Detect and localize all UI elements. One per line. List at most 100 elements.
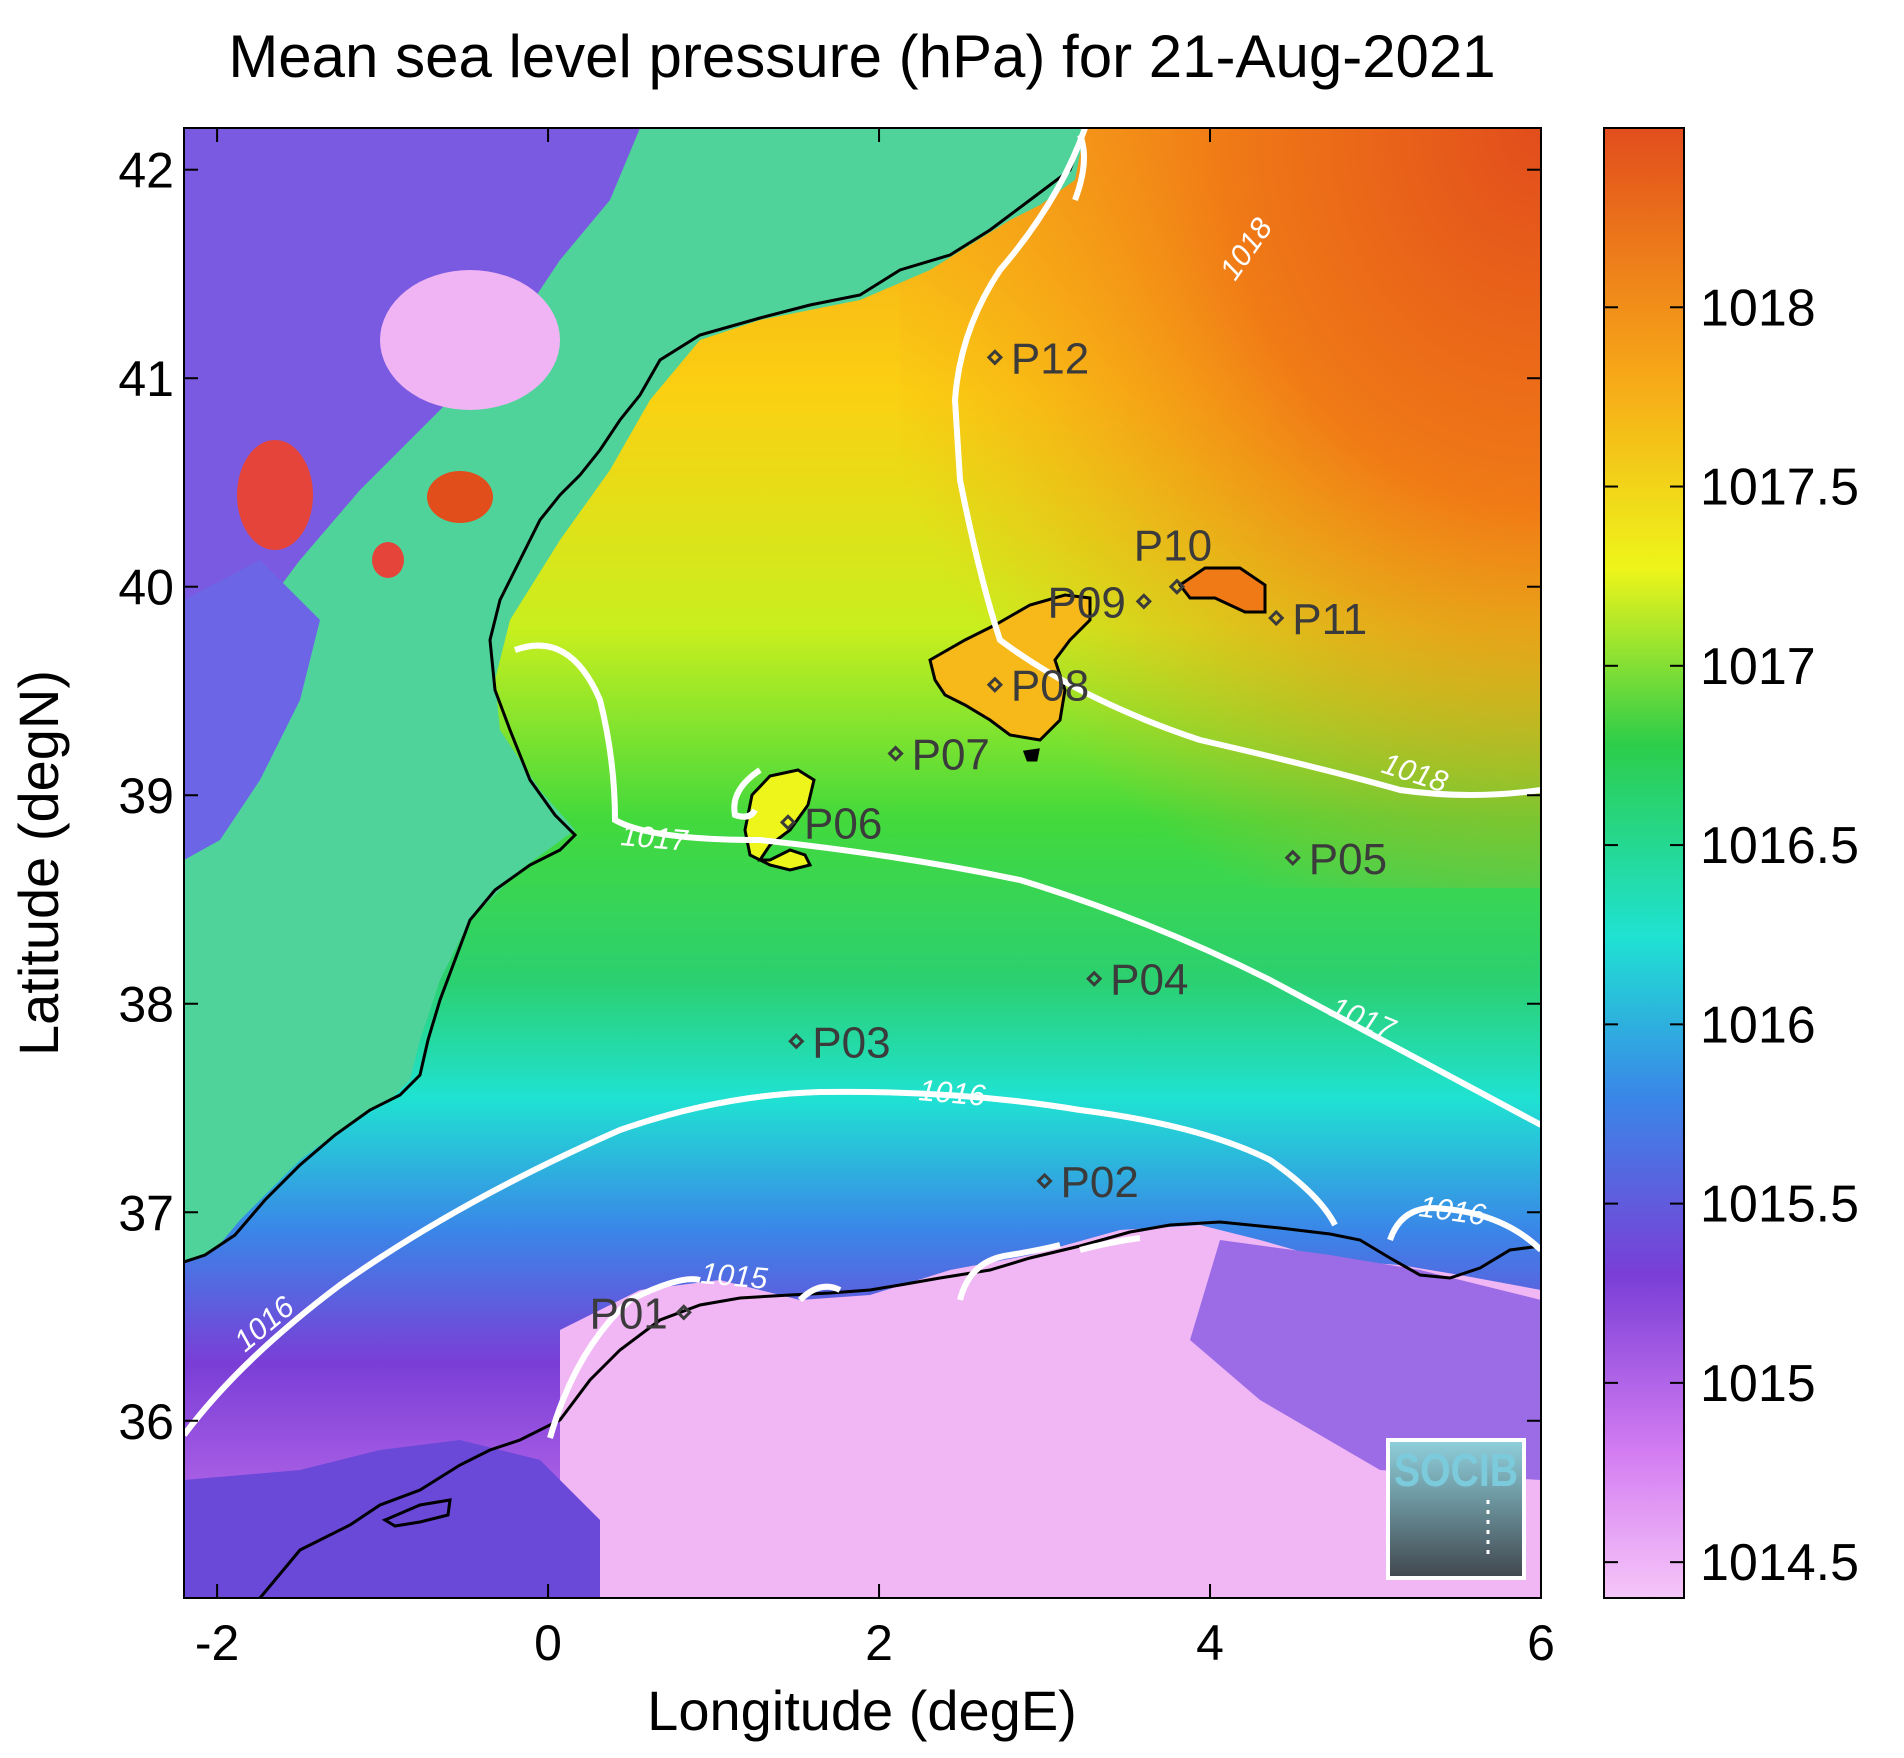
station-marker xyxy=(788,1033,805,1050)
station-marker xyxy=(1284,849,1301,866)
station-label: P04 xyxy=(1110,956,1188,1005)
y-tick-label: 37 xyxy=(118,1185,174,1241)
station-label: P11 xyxy=(1292,595,1367,644)
colorbar-ticks: 1014.5 1015 1015.5 1016 1016.5 1017 1017.5 1018 xyxy=(1604,279,1859,1592)
station-marker xyxy=(675,1304,692,1321)
x-tick-label: -2 xyxy=(195,1615,239,1671)
y-axis-ticks: 36 37 38 39 40 41 42 xyxy=(118,143,1541,1450)
station-label: P09 xyxy=(1048,578,1126,627)
station-p01: P01 xyxy=(589,1289,692,1338)
colorbar: 1014.5 1015 1015.5 1016 1016.5 1017 1017.5 1018 xyxy=(1603,127,1859,1599)
contour-1015-d xyxy=(1079,1235,1141,1253)
socib-logo-text: SOCIB xyxy=(1394,1444,1518,1496)
land-high-spot-2 xyxy=(427,471,493,523)
station-label: P06 xyxy=(804,799,882,848)
contour-1017 xyxy=(513,642,1541,1128)
colorbar-tick-label: 1016.5 xyxy=(1700,817,1859,875)
contour-1015 xyxy=(547,1276,701,1439)
coastline-ibiza xyxy=(743,768,816,872)
station-label: P08 xyxy=(1011,662,1089,711)
colorbar-gradient xyxy=(1603,127,1685,1599)
x-axis-ticks: -2 0 2 4 6 xyxy=(195,128,1555,1671)
station-label: P07 xyxy=(912,731,990,780)
coastline-mallorca xyxy=(928,593,1092,742)
land-high-spot-3 xyxy=(372,542,404,578)
x-tick-label: 2 xyxy=(865,1615,893,1671)
coastline-iberia xyxy=(184,128,1087,1264)
y-tick-label: 41 xyxy=(118,351,174,407)
map-plot-area: 1018 1018 1017 1017 1016 1016 1016 1015 … xyxy=(184,128,1541,1598)
station-p07: P07 xyxy=(887,731,990,780)
coastline-africa xyxy=(258,1220,1541,1598)
y-axis-label: Latitude (degN) xyxy=(7,670,70,1056)
land-field-africa-east xyxy=(1190,1240,1541,1480)
station-marker xyxy=(986,349,1004,366)
land-field-iberia-inland xyxy=(184,128,640,700)
station-p09: P09 xyxy=(1048,578,1152,627)
y-tick-label: 40 xyxy=(118,560,174,616)
station-marker xyxy=(1086,970,1103,987)
station-p11: P11 xyxy=(1268,595,1367,644)
contour-1016 xyxy=(184,1088,1338,1437)
station-p03: P03 xyxy=(788,1018,891,1067)
station-label: P10 xyxy=(1134,522,1212,571)
station-marker xyxy=(887,745,904,762)
coastline-alboran xyxy=(381,1498,452,1528)
colorbar-tick-label: 1015.5 xyxy=(1700,1176,1859,1234)
station-marker xyxy=(1036,1172,1053,1190)
colorbar-tick-label: 1017 xyxy=(1700,638,1816,696)
station-label: P12 xyxy=(1011,334,1089,383)
station-p02: P02 xyxy=(1036,1158,1139,1207)
station-p04: P04 xyxy=(1086,956,1188,1005)
contour-label-1017-left: 1017 xyxy=(619,819,690,858)
contour-label-1015: 1015 xyxy=(699,1257,769,1296)
y-tick-label: 39 xyxy=(118,768,174,824)
station-p06: P06 xyxy=(779,799,882,848)
contour-1015-c xyxy=(957,1242,1061,1301)
station-label: P01 xyxy=(589,1289,667,1338)
coastline-cabrera xyxy=(1022,748,1040,762)
map-frame xyxy=(183,127,1542,1599)
contour-1016-east xyxy=(1387,1204,1541,1253)
land-high-spot-1 xyxy=(237,440,313,550)
station-p10: P10 xyxy=(1134,522,1212,595)
land-field-africa-west xyxy=(184,1440,600,1598)
pressure-high-region xyxy=(900,128,1541,888)
colorbar-tick-label: 1015 xyxy=(1700,1355,1816,1413)
station-marker xyxy=(986,676,1004,693)
station-label: P03 xyxy=(812,1018,890,1067)
y-tick-label: 38 xyxy=(118,977,174,1033)
x-axis-label: Longitude (degE) xyxy=(647,1679,1077,1742)
station-label: P02 xyxy=(1061,1158,1139,1207)
contour-1017-ibiza xyxy=(731,767,762,820)
station-marker xyxy=(779,814,797,831)
station-p12: P12 xyxy=(986,334,1089,383)
contour-lines xyxy=(184,128,1541,1439)
contour-1018 xyxy=(951,128,1541,798)
station-label: P05 xyxy=(1309,835,1387,884)
colorbar-tick-label: 1017.5 xyxy=(1700,459,1859,517)
station-p08: P08 xyxy=(986,662,1089,711)
socib-logo-box xyxy=(1386,1438,1526,1580)
station-p05: P05 xyxy=(1284,835,1387,884)
socib-logo: SOCIB xyxy=(1386,1438,1526,1580)
land-field-iberia-west xyxy=(184,560,320,860)
colorbar-tick-label: 1018 xyxy=(1700,279,1816,337)
y-tick-label: 36 xyxy=(118,1394,174,1450)
x-tick-label: 6 xyxy=(1527,1615,1555,1671)
x-tick-label: 4 xyxy=(1196,1615,1224,1671)
station-marker xyxy=(1168,578,1186,595)
contour-1018-north xyxy=(1072,133,1087,202)
contour-1015-b xyxy=(797,1283,842,1303)
station-marker xyxy=(1268,609,1285,627)
map-title: Mean sea level pressure (hPa) for 21-Aug… xyxy=(228,23,1495,90)
colorbar-tick-label: 1014.5 xyxy=(1700,1534,1859,1592)
y-tick-label: 42 xyxy=(118,143,174,199)
station-marker xyxy=(1135,593,1152,610)
land-low-spot xyxy=(380,270,560,410)
coastline-menorca xyxy=(1177,566,1267,614)
contour-label-1016-mid: 1016 xyxy=(917,1074,987,1113)
colorbar-tick-label: 1016 xyxy=(1700,996,1816,1054)
